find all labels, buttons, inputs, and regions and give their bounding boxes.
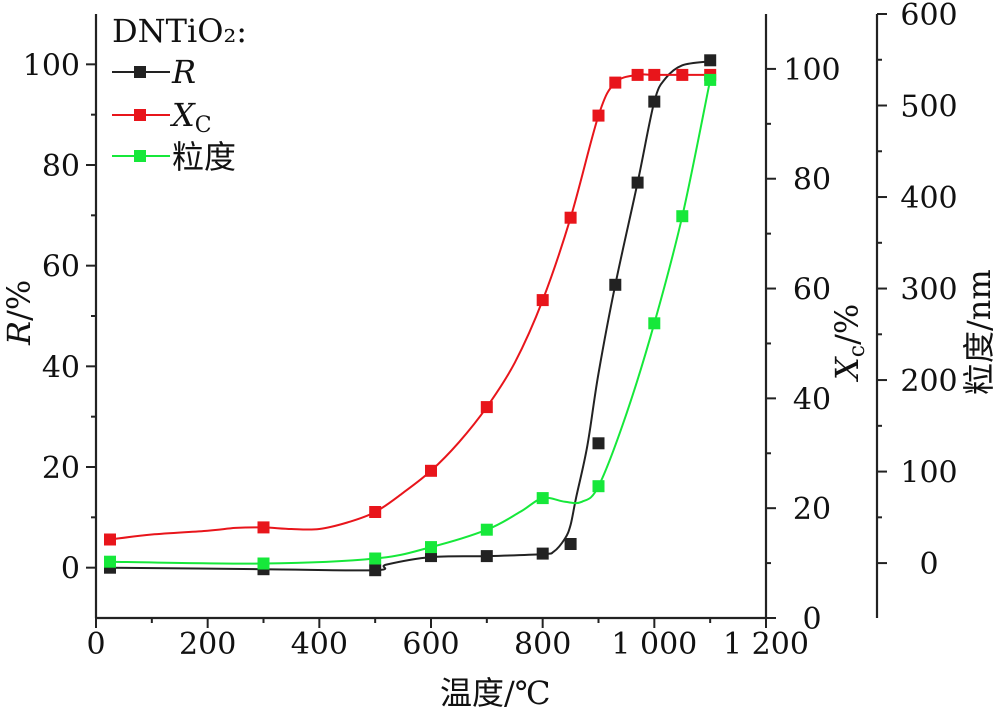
series-0-point xyxy=(631,176,644,189)
x-axis-title: 温度/℃ xyxy=(440,674,551,712)
series-2-point xyxy=(704,73,717,86)
series-0-point xyxy=(648,95,661,108)
series-2-point xyxy=(104,555,116,568)
series-1-point xyxy=(425,464,437,477)
series-1-point xyxy=(609,76,622,89)
left-y-axis-title: R/% xyxy=(0,280,38,346)
left-y-axis-title-unit: /% xyxy=(0,280,38,321)
series-0-point xyxy=(704,54,717,67)
legend-xc-marker xyxy=(134,109,146,121)
series-1-point xyxy=(369,506,382,518)
series-1-point xyxy=(104,533,116,546)
series-1-point xyxy=(676,68,689,81)
xc-axis-tick-label: 80 xyxy=(793,163,831,198)
ticks-layer: 0 200 400 600 800 1 000 1 20002040608010002040… xyxy=(23,0,958,662)
size-axis-tick-label: 400 xyxy=(900,181,957,216)
right-y-axis-title: 粒度/nm xyxy=(960,269,998,395)
xc-axis-tick-label: 40 xyxy=(793,382,831,417)
middle-y-axis-title-unit: /% xyxy=(828,304,866,345)
legend-size-label: 粒度 xyxy=(172,138,236,176)
legend-xc-label-sub: C xyxy=(195,113,212,138)
series-1-point xyxy=(648,68,661,81)
legend-r-label: R xyxy=(171,53,196,91)
r-axis-tick-label: 60 xyxy=(42,250,80,285)
series-curves-layer xyxy=(109,60,712,572)
series-2-point xyxy=(592,480,605,493)
x-tick-label: 1 200 xyxy=(723,627,809,662)
legend-xc-label-main: X xyxy=(169,96,196,134)
left-y-axis-title-main: R xyxy=(0,321,38,346)
x-tick-label: 200 xyxy=(179,627,236,662)
series-1-line xyxy=(109,73,711,541)
series-1-point xyxy=(592,109,605,122)
xc-axis-tick-label: 20 xyxy=(793,492,831,527)
series-1-point xyxy=(536,294,549,307)
series-0-point xyxy=(609,278,622,291)
series-0-line xyxy=(109,60,711,572)
middle-y-axis-title: Xc/% xyxy=(828,304,870,383)
series-2-point xyxy=(676,210,689,223)
size-axis-tick-label: 300 xyxy=(900,273,957,308)
series-2-line xyxy=(109,79,712,565)
x-tick-label: 800 xyxy=(514,627,571,662)
size-axis-tick-label: 0 xyxy=(919,547,938,582)
size-axis-tick-label: 600 xyxy=(900,0,957,33)
size-axis-tick-label: 500 xyxy=(900,90,957,125)
series-0-point xyxy=(536,547,549,560)
series-0-point xyxy=(480,550,493,563)
legend-size-marker xyxy=(134,150,146,162)
series-1-point xyxy=(564,211,577,224)
r-axis-tick-label: 100 xyxy=(23,48,80,83)
series-markers-layer xyxy=(104,54,717,577)
middle-y-axis-title-main: X xyxy=(828,356,866,383)
r-axis-tick-label: 20 xyxy=(42,451,80,486)
legend: DNTiO₂: R XC 粒度 xyxy=(112,12,247,176)
r-axis-tick-label: 80 xyxy=(42,149,80,184)
xc-axis-tick-label: 60 xyxy=(793,273,831,308)
series-1-point xyxy=(480,401,493,414)
size-axis-tick-label: 200 xyxy=(900,364,957,399)
x-tick-label: 600 xyxy=(402,627,459,662)
series-2-point xyxy=(257,557,270,570)
xc-axis-tick-label: 100 xyxy=(783,53,840,88)
series-1-point xyxy=(257,521,270,534)
x-tick-label: 400 xyxy=(291,627,348,662)
series-2-point xyxy=(648,317,661,330)
legend-xc-label: XC xyxy=(169,96,212,138)
r-axis-tick-label: 0 xyxy=(61,552,80,587)
series-0-point xyxy=(564,538,577,550)
series-2-point xyxy=(480,523,493,536)
series-0-point xyxy=(592,437,605,450)
series-0-point xyxy=(369,564,382,577)
r-axis-tick-label: 40 xyxy=(42,350,80,385)
series-1-point xyxy=(631,68,644,81)
series-2-point xyxy=(369,552,382,565)
x-tick-label: 1 000 xyxy=(611,627,697,662)
xc-axis-tick-label: 0 xyxy=(802,602,821,637)
series-2-point xyxy=(425,541,437,554)
x-tick-label: 0 xyxy=(86,627,105,662)
middle-y-axis-title-sub: c xyxy=(845,345,870,357)
size-axis-tick-label: 100 xyxy=(900,456,957,491)
legend-title: DNTiO₂: xyxy=(112,12,247,50)
legend-r-marker xyxy=(134,66,146,78)
series-2-point xyxy=(536,492,549,505)
